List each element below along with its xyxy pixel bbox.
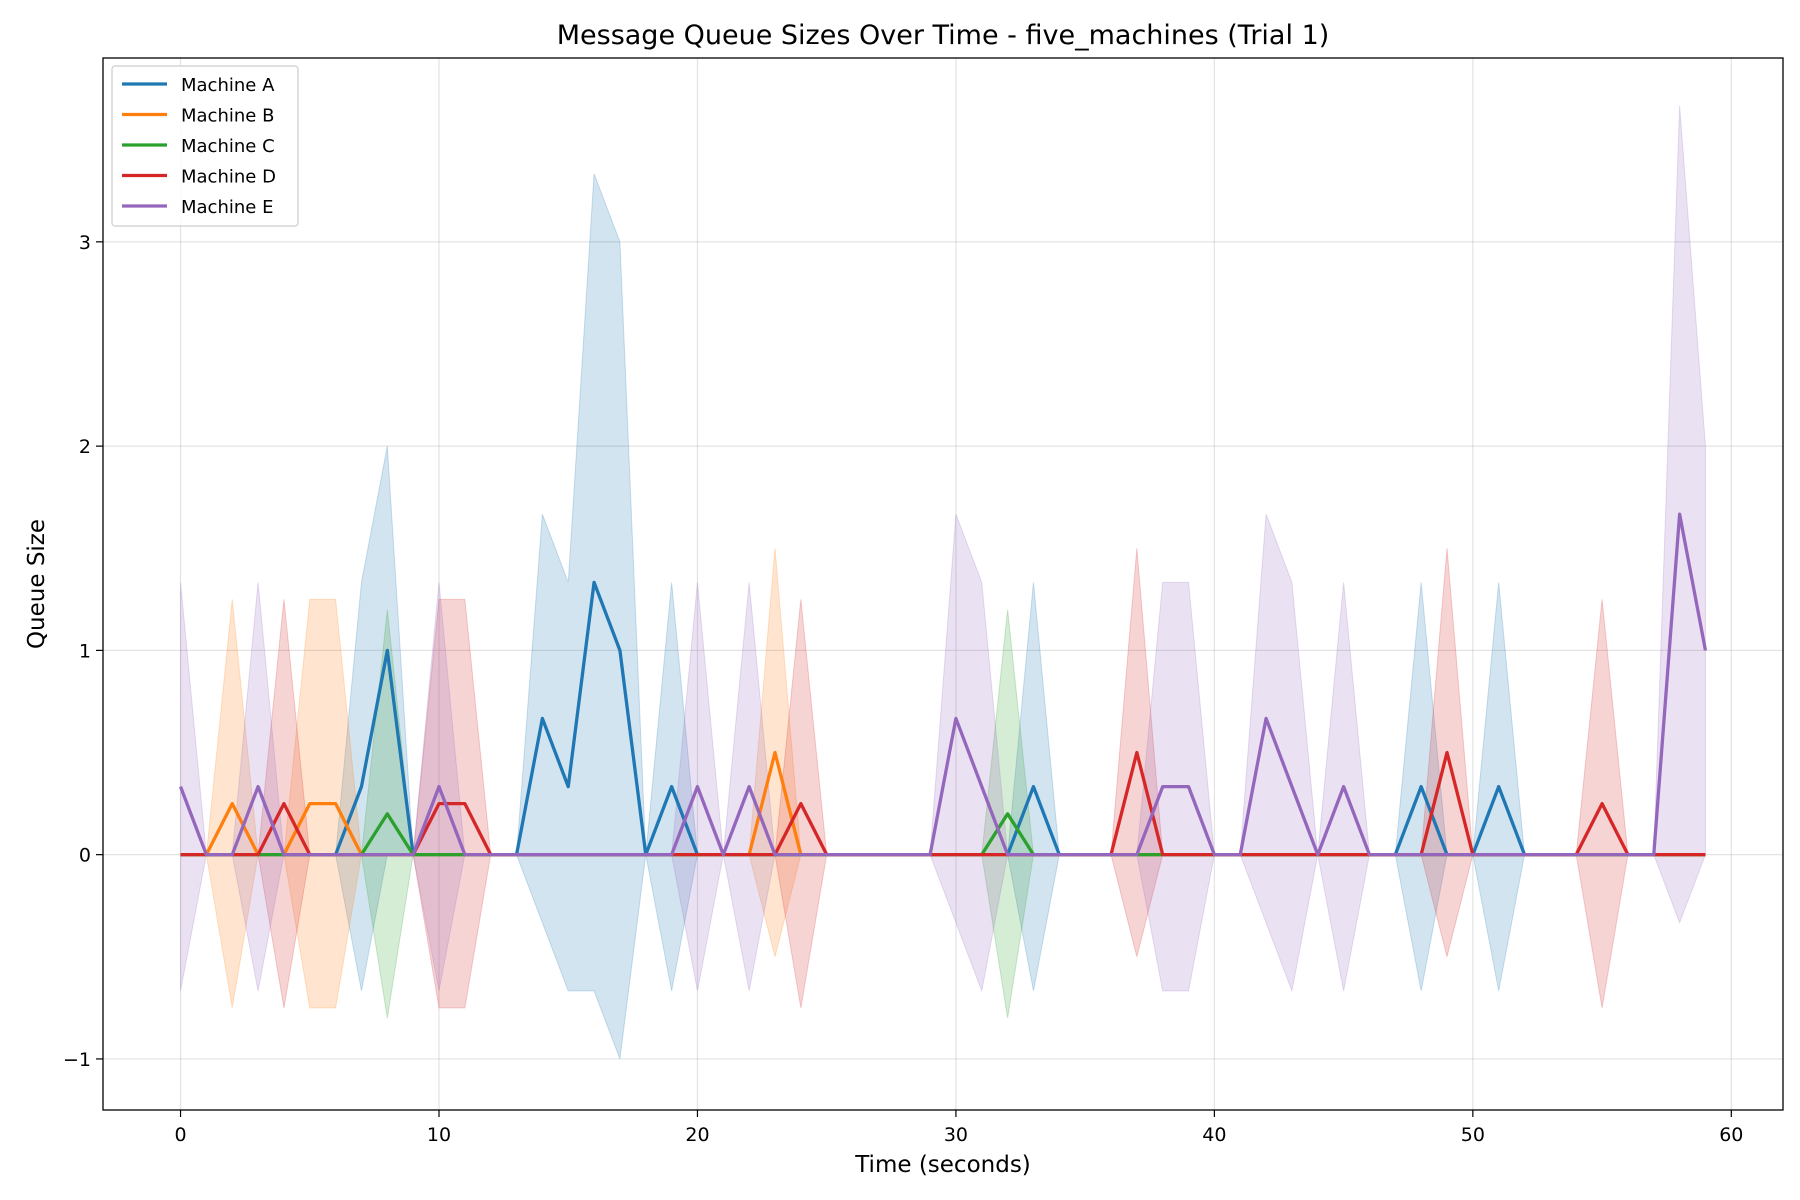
chart-title: Message Queue Sizes Over Time - five_mac… <box>557 20 1330 51</box>
legend-box <box>111 65 299 227</box>
band-series-0 <box>180 173 1706 1060</box>
legend-label-2: Machine C <box>181 136 275 157</box>
legend: Machine A Machine B Machine C Machine D Mach… <box>111 65 299 227</box>
x-tick-label: 30 <box>944 1124 968 1146</box>
legend-label-1: Machine B <box>181 106 274 127</box>
y-axis-ticks: −1 0 1 2 3 <box>63 232 103 1071</box>
x-axis-label: Time (seconds) <box>854 1152 1031 1178</box>
y-tick-label: 1 <box>79 640 91 662</box>
y-tick-label: 3 <box>79 232 91 254</box>
line-series-3 <box>180 750 1706 857</box>
y-tick-label: 2 <box>79 436 91 458</box>
x-tick-label: 50 <box>1461 1124 1485 1146</box>
x-tick-label: 0 <box>174 1124 186 1146</box>
x-tick-label: 20 <box>685 1124 709 1146</box>
x-tick-label: 10 <box>427 1124 451 1146</box>
legend-label-3: Machine D <box>181 167 276 188</box>
y-tick-label: 0 <box>79 845 91 867</box>
y-axis-label: Queue Size <box>24 519 50 649</box>
x-tick-label: 40 <box>1202 1124 1226 1146</box>
line-series-4 <box>178 512 1708 857</box>
plot-frame <box>102 57 1784 1111</box>
x-axis-ticks: 0 10 20 30 40 50 60 <box>174 1110 1743 1146</box>
legend-label-4: Machine E <box>181 197 273 218</box>
series-lines <box>178 512 1708 857</box>
y-tick-label: −1 <box>63 1049 91 1071</box>
confidence-bands <box>180 105 1706 1060</box>
legend-label-0: Machine A <box>181 75 275 96</box>
x-tick-label: 60 <box>1719 1124 1743 1146</box>
